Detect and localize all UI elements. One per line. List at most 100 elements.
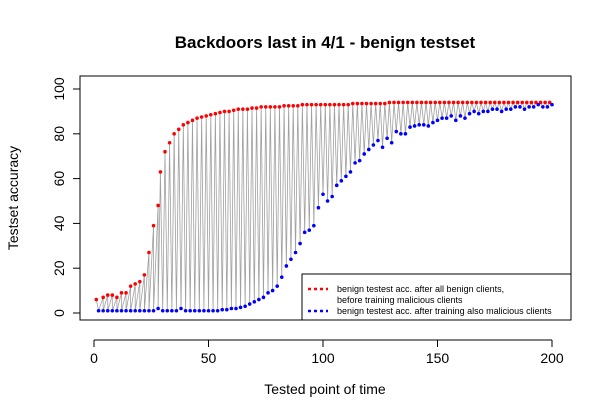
data-point-after-malicious: [261, 295, 266, 300]
data-point-before-malicious: [515, 100, 520, 105]
data-point-before-malicious: [158, 170, 163, 174]
data-point-before-malicious: [305, 102, 309, 107]
data-point-before-malicious: [245, 107, 250, 111]
data-point-before-malicious: [341, 102, 346, 107]
data-point-after-malicious: [316, 205, 321, 210]
data-point-before-malicious: [396, 100, 401, 105]
data-point-before-malicious: [186, 120, 190, 125]
data-point-after-malicious: [394, 129, 399, 134]
data-point-before-malicious: [424, 100, 428, 105]
data-point-before-malicious: [142, 273, 147, 277]
data-point-before-malicious: [401, 100, 405, 105]
data-point-after-malicious: [435, 118, 440, 123]
data-point-after-malicious: [238, 305, 243, 310]
data-point-before-malicious: [465, 100, 470, 105]
data-point-after-malicious: [321, 192, 325, 197]
data-point-after-malicious: [234, 306, 238, 311]
data-point-before-malicious: [360, 101, 364, 106]
data-point-after-malicious: [101, 308, 105, 313]
data-point-before-malicious: [346, 102, 350, 107]
data-point-before-malicious: [474, 100, 479, 105]
x-tick-label: 100: [311, 350, 335, 366]
data-point-before-malicious: [437, 100, 442, 105]
data-point-before-malicious: [538, 100, 543, 105]
data-point-after-malicious: [183, 308, 188, 313]
data-point-after-malicious: [527, 105, 531, 109]
data-point-after-malicious: [211, 308, 215, 313]
data-point-before-malicious: [392, 100, 396, 105]
data-point-before-malicious: [456, 100, 460, 105]
data-point-after-malicious: [371, 143, 376, 147]
data-point-before-malicious: [128, 284, 133, 288]
data-point-before-malicious: [151, 223, 156, 228]
data-point-after-malicious: [170, 308, 174, 313]
data-point-after-malicious: [160, 308, 165, 313]
data-point-before-malicious: [387, 100, 392, 105]
data-point-before-malicious: [291, 104, 296, 108]
data-point-after-malicious: [279, 275, 284, 279]
data-point-before-malicious: [124, 291, 128, 295]
data-point-before-malicious: [525, 100, 529, 105]
data-point-after-malicious: [206, 308, 211, 313]
data-point-before-malicious: [222, 109, 227, 114]
data-point-after-malicious: [188, 308, 192, 313]
data-point-before-malicious: [447, 100, 451, 105]
data-point-before-malicious: [199, 115, 204, 119]
data-point-after-malicious: [344, 174, 348, 179]
data-point-after-malicious: [124, 308, 128, 313]
data-point-before-malicious: [163, 149, 167, 154]
data-point-after-malicious: [284, 264, 289, 268]
x-tick-label: 150: [426, 350, 450, 366]
data-point-before-malicious: [373, 101, 378, 106]
data-point-after-malicious: [147, 308, 151, 313]
legend: benign testest acc. after all benign cli…: [301, 273, 572, 321]
data-point-after-malicious: [334, 183, 339, 188]
data-point-after-malicious: [330, 194, 334, 199]
data-point-before-malicious: [204, 114, 209, 118]
data-point-after-malicious: [197, 308, 202, 313]
data-point-after-malicious: [463, 116, 467, 120]
data-point-after-malicious: [156, 306, 160, 311]
data-point-before-malicious: [433, 100, 438, 105]
data-point-after-malicious: [385, 136, 389, 141]
data-point-after-malicious: [192, 308, 197, 313]
data-point-after-malicious: [495, 107, 499, 111]
data-point-after-malicious: [220, 307, 225, 312]
data-point-after-malicious: [307, 228, 312, 232]
data-point-before-malicious: [332, 102, 337, 107]
data-point-before-malicious: [138, 279, 142, 284]
data-point-before-malicious: [218, 110, 222, 115]
data-point-before-malicious: [213, 111, 218, 116]
data-point-after-malicious: [275, 284, 280, 288]
data-point-after-malicious: [440, 116, 444, 120]
data-point-after-malicious: [486, 109, 490, 114]
data-point-before-malicious: [520, 100, 525, 105]
data-point-before-malicious: [529, 100, 534, 105]
data-point-after-malicious: [476, 111, 481, 116]
data-point-before-malicious: [479, 100, 483, 105]
data-point-before-malicious: [133, 282, 138, 286]
data-point-after-malicious: [504, 107, 509, 111]
data-point-before-malicious: [350, 101, 355, 106]
data-point-before-malicious: [511, 100, 515, 105]
data-point-before-malicious: [231, 108, 236, 113]
data-point-after-malicious: [472, 109, 476, 114]
data-point-after-malicious: [367, 147, 371, 152]
data-point-after-malicious: [289, 257, 293, 262]
y-tick-label: 100: [51, 77, 67, 101]
series-after-malicious: [96, 102, 554, 313]
data-point-after-malicious: [513, 105, 518, 109]
data-point-after-malicious: [481, 109, 486, 114]
data-point-after-malicious: [225, 307, 229, 312]
data-point-before-malicious: [506, 100, 511, 105]
data-point-after-malicious: [362, 152, 367, 156]
x-axis: 0 50 100 150 200: [90, 339, 564, 366]
data-point-before-malicious: [314, 102, 318, 107]
data-point-before-malicious: [483, 100, 488, 105]
data-point-before-malicious: [181, 123, 186, 127]
data-point-before-malicious: [101, 295, 105, 300]
data-point-after-malicious: [403, 132, 408, 136]
data-point-after-malicious: [426, 124, 431, 128]
data-point-before-malicious: [110, 293, 115, 297]
